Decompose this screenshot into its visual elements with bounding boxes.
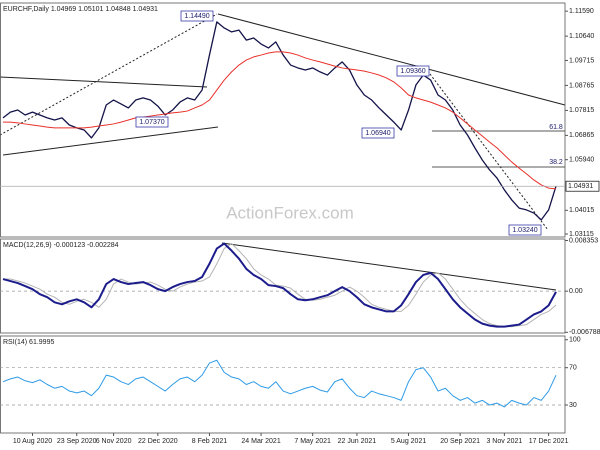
annotation: 1.09360 [400, 68, 425, 75]
x-tick-label: 5 Aug 2021 [391, 438, 427, 445]
y-tick-label: 0.008353 [569, 237, 598, 244]
annotation-box [396, 65, 430, 77]
panel-frame [0, 2, 566, 238]
series-line [2, 359, 557, 408]
y-tick-label: 1.05940 [569, 157, 594, 164]
y-tick-label: 1.09715 [569, 57, 594, 64]
annotation-box [508, 224, 542, 236]
annotation-box [135, 116, 169, 128]
x-tick-label: 17 Dec 2021 [529, 438, 569, 445]
x-tick-label: 22 Jun 2021 [338, 438, 377, 445]
y-tick-label: 0.00 [569, 288, 583, 295]
y-tick-label: 1.07815 [569, 107, 594, 114]
x-tick-label: 24 Mar 2021 [241, 438, 280, 445]
x-tick-label: 22 Dec 2020 [138, 438, 178, 445]
watermark: ActionForex.com [226, 203, 354, 222]
y-tick-label: 100 [569, 337, 581, 344]
trendline [429, 73, 549, 231]
y-tick-label: 30 [569, 402, 577, 409]
y-tick-label: 1.03115 [569, 231, 594, 238]
panel-frame [0, 238, 566, 334]
price-label: 1.04931 [568, 183, 593, 190]
series-line [3, 51, 557, 190]
series-line [3, 243, 557, 328]
x-tick-label: 7 May 2021 [294, 438, 331, 445]
series-line [2, 21, 557, 221]
y-tick-label: 1.10640 [569, 33, 594, 40]
panel-title: EURCHF,Daily 1.04969 1.05101 1.04848 1.0… [3, 6, 158, 13]
annotation: 1.06940 [365, 130, 390, 137]
x-tick-label: 6 Nov 2020 [96, 438, 132, 445]
annotation: 38.2 [549, 159, 563, 166]
x-tick-label: 8 Feb 2021 [192, 438, 228, 445]
y-tick-label: 1.04015 [569, 207, 594, 214]
y-tick-label: 1.06865 [569, 132, 594, 139]
y-tick-label: 1.11590 [569, 8, 594, 15]
annotation: 61.8 [549, 124, 563, 131]
annotation-box [361, 127, 395, 139]
series-line [2, 242, 557, 328]
annotation-box [180, 10, 214, 22]
x-tick-label: 3 Nov 2021 [486, 438, 522, 445]
annotation: 1.14490 [184, 13, 209, 20]
trendline [2, 126, 219, 156]
annotation: 1.03240 [512, 227, 537, 234]
price-label-box [565, 180, 600, 192]
panel-title: RSI(14) 61.9995 [3, 339, 54, 346]
y-tick-label: -0.006788 [569, 329, 600, 336]
panel-frame [0, 335, 566, 434]
panel-title: MACD(12,26,9) -0.000123 -0.002284 [3, 242, 119, 249]
y-tick-label: 1.08765 [569, 82, 594, 89]
annotation: 1.07370 [139, 119, 164, 126]
x-tick-label: 20 Sep 2021 [440, 438, 480, 445]
x-tick-label: 23 Sep 2020 [57, 438, 97, 445]
trendline [0, 76, 208, 88]
trendline [221, 242, 557, 291]
trendline [0, 13, 218, 136]
trendline [217, 13, 566, 106]
y-tick-label: 70 [569, 365, 577, 372]
trendlines [0, 13, 566, 291]
x-tick-label: 10 Aug 2020 [13, 438, 52, 445]
